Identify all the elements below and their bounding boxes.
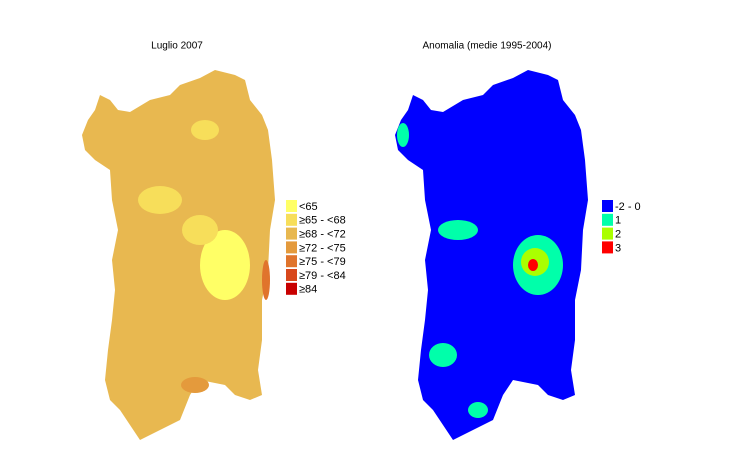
map-title: Anomalia (medie 1995-2004): [423, 41, 552, 52]
legend-swatch: [286, 227, 297, 240]
legend-swatch: [286, 255, 297, 268]
legend-label: <65: [299, 201, 318, 213]
legend-label: -2 - 0: [615, 201, 641, 213]
legend-label: ≥72 - <75: [299, 242, 346, 254]
legend-swatch: [602, 241, 613, 254]
legend-label: ≥84: [299, 284, 317, 296]
legend-label: ≥68 - <72: [299, 229, 346, 241]
legend-swatch: [602, 227, 613, 240]
legend-swatch: [286, 269, 297, 281]
legend-label: 1: [615, 215, 621, 227]
legend-label: ≥65 - <68: [299, 215, 346, 227]
legend-label: 3: [615, 242, 621, 254]
temperature-map: [82, 70, 275, 440]
legend-swatch: [286, 213, 297, 226]
anomaly-map: [395, 70, 588, 440]
legend-swatch: [286, 282, 297, 295]
legend-label: ≥75 - <79: [299, 256, 346, 268]
map-title: Luglio 2007: [151, 41, 203, 52]
legend-swatch: [602, 200, 613, 212]
legend-swatch: [286, 200, 297, 212]
legend-label: ≥79 - <84: [299, 270, 346, 282]
legend-label: 2: [615, 229, 621, 241]
legend-swatch: [286, 241, 297, 254]
legend-swatch: [602, 213, 613, 226]
